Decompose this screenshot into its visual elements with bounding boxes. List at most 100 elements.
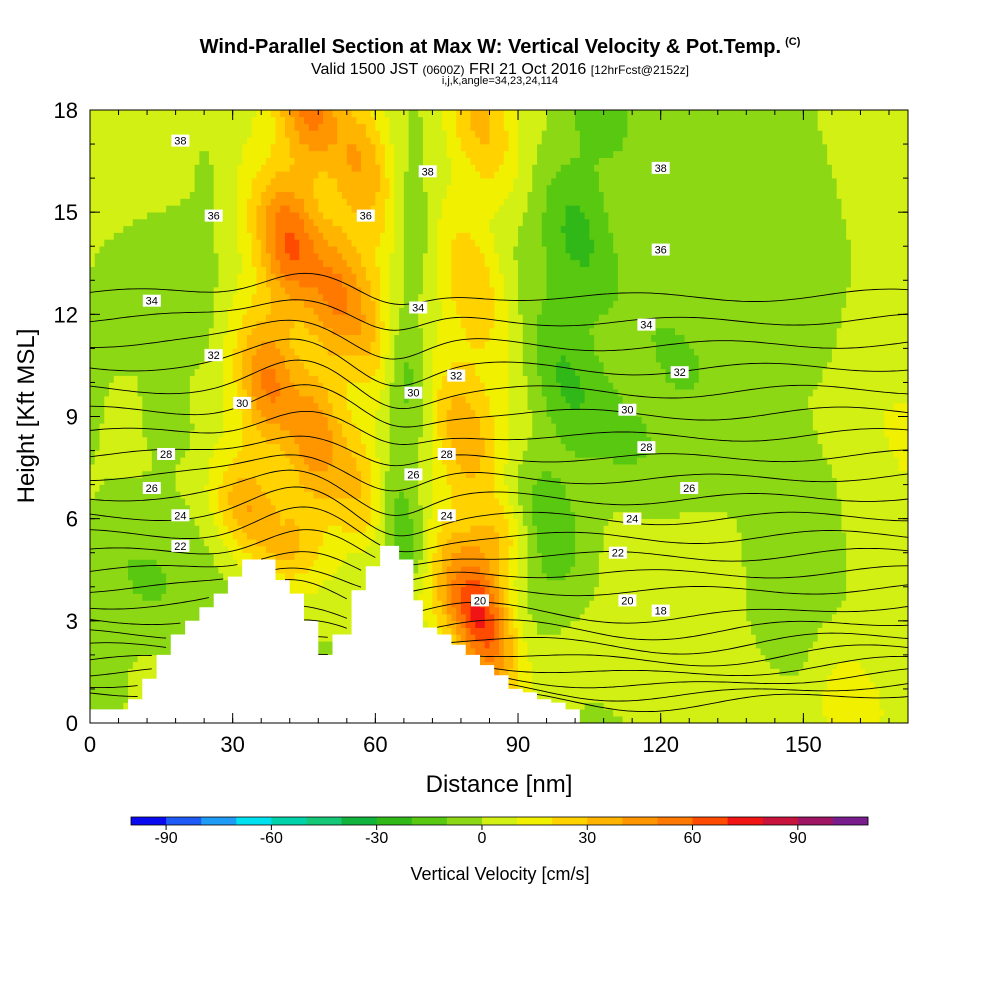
velocity-cell: [575, 620, 581, 710]
velocity-cell: [836, 497, 843, 608]
velocity-cell: [284, 279, 291, 295]
velocity-cell: [408, 518, 414, 560]
velocity-cell: [651, 334, 657, 342]
velocity-cell: [451, 634, 457, 656]
colorbar-swatch: [271, 817, 307, 825]
velocity-cell: [289, 559, 296, 581]
velocity-cell: [560, 164, 567, 227]
velocity-cell: [109, 239, 115, 383]
velocity-cell: [304, 491, 310, 574]
velocity-cell: [475, 545, 481, 567]
velocity-cell: [665, 518, 671, 723]
contour-label-bg: [680, 482, 699, 494]
velocity-cell: [265, 395, 272, 424]
velocity-cell: [342, 559, 348, 642]
velocity-cell: [351, 143, 357, 172]
velocity-cell: [156, 110, 162, 213]
velocity-cell: [532, 620, 538, 723]
velocity-cell: [622, 136, 629, 404]
velocity-cell: [313, 334, 319, 376]
velocity-cell: [99, 423, 105, 485]
velocity-cell: [261, 388, 267, 417]
velocity-cell: [537, 375, 543, 479]
velocity-cell: [337, 334, 343, 356]
velocity-cell: [903, 470, 908, 723]
velocity-cell: [632, 511, 638, 723]
x-tick-label: 60: [363, 732, 387, 757]
velocity-cell: [389, 143, 395, 254]
velocity-cell: [270, 116, 277, 145]
velocity-cell: [641, 110, 648, 424]
velocity-cell: [356, 470, 362, 499]
velocity-cell: [265, 368, 272, 397]
velocity-cell: [475, 600, 481, 628]
velocity-cell: [822, 688, 828, 717]
velocity-cell: [147, 559, 153, 601]
velocity-cell: [632, 463, 638, 513]
velocity-cell: [147, 600, 153, 656]
colorbar-swatch: [622, 817, 658, 825]
velocity-cell: [346, 552, 353, 642]
velocity-cell: [693, 511, 700, 723]
subtitle-valid: Valid 1500 JST: [310, 61, 418, 78]
velocity-cell: [475, 136, 481, 172]
contour-label-bg: [437, 448, 456, 460]
velocity-cell: [332, 334, 338, 356]
velocity-cell: [204, 150, 210, 349]
velocity-cell: [708, 110, 714, 513]
velocity-cell: [570, 368, 576, 410]
velocity-cell: [304, 395, 310, 465]
velocity-cell: [223, 110, 229, 336]
velocity-cell: [456, 463, 462, 533]
velocity-cell: [713, 110, 719, 513]
contour-label: 24: [626, 514, 638, 526]
velocity-cell: [541, 110, 548, 131]
velocity-cell: [456, 136, 462, 233]
velocity-cell: [408, 368, 414, 397]
velocity-cell: [370, 143, 376, 206]
velocity-cell: [684, 110, 690, 342]
velocity-cell: [522, 211, 529, 376]
velocity-cell: [484, 341, 491, 397]
velocity-cell: [465, 579, 472, 628]
velocity-cell: [484, 395, 491, 526]
velocity-cell: [831, 110, 838, 179]
velocity-cell: [689, 110, 695, 349]
velocity-cell: [418, 327, 424, 438]
contour-label: 36: [655, 245, 667, 257]
colorbar-tick-label: 90: [789, 830, 807, 847]
contour-label-bg: [233, 396, 252, 409]
velocity-cell: [679, 388, 686, 513]
velocity-cell: [365, 354, 372, 383]
velocity-cell: [655, 361, 662, 519]
contour-label: 36: [208, 211, 220, 223]
velocity-cell: [570, 157, 576, 206]
velocity-cell: [308, 239, 315, 288]
contour-label: 28: [441, 449, 453, 461]
velocity-cell: [256, 171, 262, 206]
velocity-cell: [556, 361, 562, 383]
velocity-cell: [836, 661, 843, 723]
velocity-cell: [556, 110, 562, 172]
velocity-cell: [441, 110, 448, 131]
velocity-cell: [470, 620, 476, 635]
velocity-cell: [475, 348, 481, 376]
velocity-cell: [180, 110, 186, 199]
velocity-cell: [380, 388, 386, 547]
velocity-cell: [513, 579, 519, 588]
velocity-cell: [513, 259, 519, 519]
velocity-cell: [575, 130, 581, 158]
velocity-cell: [869, 681, 876, 723]
velocity-cell: [218, 511, 224, 540]
isentrope-18: [90, 668, 908, 689]
velocity-cell: [270, 110, 277, 118]
velocity-cell: [850, 661, 857, 723]
velocity-cell: [575, 375, 581, 410]
velocity-cell: [342, 531, 348, 560]
velocity-cell: [598, 552, 605, 703]
isentrope-25: [90, 551, 908, 580]
velocity-cell: [137, 559, 143, 594]
velocity-cell: [465, 157, 472, 233]
velocity-cell: [327, 579, 334, 642]
